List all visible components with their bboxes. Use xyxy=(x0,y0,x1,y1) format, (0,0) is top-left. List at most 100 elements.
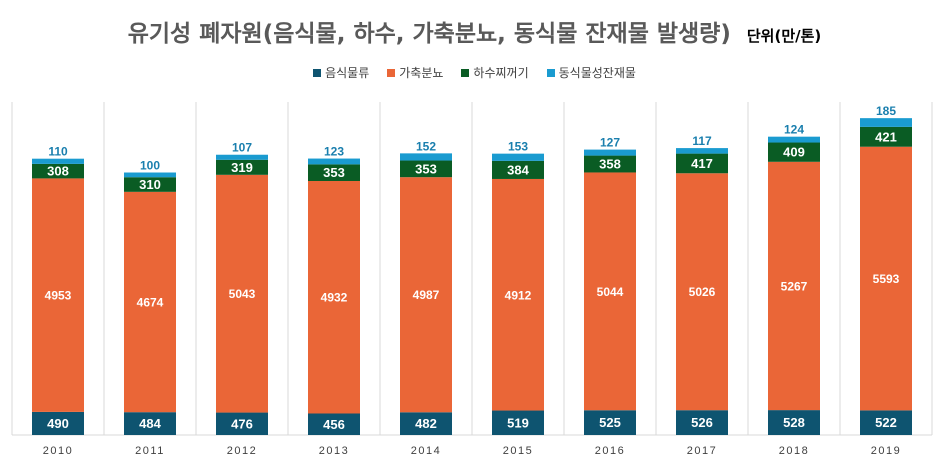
bar-segment xyxy=(768,161,820,411)
data-label: 4953 xyxy=(45,289,72,303)
x-tick-label: 2019 xyxy=(871,445,901,457)
bar-segment xyxy=(400,160,452,178)
bar-segment xyxy=(124,172,176,178)
bar-segment xyxy=(860,410,912,435)
bar-segment xyxy=(492,410,544,435)
data-label: 4987 xyxy=(413,288,440,302)
bar-segment xyxy=(768,142,820,162)
chart-title: 유기성 폐자원(음식물, 하수, 가축분뇨, 동식물 잔재물 발생량) xyxy=(127,21,731,47)
data-label: 110 xyxy=(48,145,68,159)
data-label: 490 xyxy=(47,416,69,431)
data-label: 117 xyxy=(692,134,712,148)
legend-label: 하수찌꺼기 xyxy=(473,66,529,80)
data-label: 153 xyxy=(508,140,528,154)
data-label: 308 xyxy=(47,164,69,179)
bar-segment xyxy=(860,126,912,147)
bar-segment xyxy=(400,153,452,161)
data-label: 4932 xyxy=(321,291,348,305)
data-label: 353 xyxy=(415,161,437,176)
bar-segment xyxy=(32,163,84,179)
bar-segment xyxy=(308,164,360,181)
legend-item-residue: 동식물성잔재물 xyxy=(546,64,636,81)
bar-segment xyxy=(860,146,912,411)
data-label: 421 xyxy=(875,129,897,144)
legend-swatch xyxy=(313,68,322,77)
bar-segment xyxy=(400,177,452,413)
bar-segment xyxy=(308,158,360,165)
data-label: 353 xyxy=(323,165,345,180)
x-tick-label: 2011 xyxy=(135,445,165,457)
x-tick-label: 2010 xyxy=(43,445,73,457)
bar-segment xyxy=(32,158,84,164)
data-label: 5026 xyxy=(689,285,716,299)
bar-segment xyxy=(308,413,360,435)
bar-segment xyxy=(492,160,544,179)
bar-segment xyxy=(216,154,268,160)
data-label: 127 xyxy=(600,136,620,150)
data-label: 482 xyxy=(415,416,437,431)
data-label: 476 xyxy=(231,416,253,431)
legend-swatch xyxy=(387,68,396,77)
bar-segment xyxy=(308,180,360,414)
bar-segment xyxy=(216,412,268,435)
data-label: 484 xyxy=(139,416,161,431)
bar-segment xyxy=(400,412,452,435)
bar-segment xyxy=(584,149,636,156)
data-label: 319 xyxy=(231,160,253,175)
bar-segment xyxy=(216,174,268,413)
data-label: 124 xyxy=(784,123,804,137)
bar-segment xyxy=(32,178,84,412)
x-tick-label: 2012 xyxy=(227,445,257,457)
legend-item-food: 음식물류 xyxy=(313,64,369,81)
data-label: 522 xyxy=(875,415,897,430)
data-label: 409 xyxy=(783,145,805,160)
data-label: 519 xyxy=(507,415,529,430)
bar-segment xyxy=(216,159,268,175)
data-label: 358 xyxy=(599,157,621,172)
bar-segment xyxy=(676,173,728,411)
bar-segment xyxy=(676,153,728,174)
x-tick-label: 2017 xyxy=(687,445,717,457)
x-tick-label: 2015 xyxy=(503,445,533,457)
data-label: 417 xyxy=(691,156,713,171)
legend-label: 가축분뇨 xyxy=(399,66,444,80)
bar-segment xyxy=(768,410,820,435)
legend-item-sludge: 하수찌꺼기 xyxy=(461,64,529,81)
data-label: 4912 xyxy=(505,288,532,302)
data-label: 456 xyxy=(323,417,345,432)
legend-item-livestock: 가축분뇨 xyxy=(387,64,443,81)
data-label: 107 xyxy=(232,141,252,155)
data-label: 5593 xyxy=(873,272,900,286)
x-tick-label: 2018 xyxy=(779,445,809,457)
bar-segment xyxy=(676,410,728,435)
bar-segment xyxy=(32,411,84,435)
data-label: 5044 xyxy=(597,285,624,299)
data-label: 5043 xyxy=(229,287,256,301)
data-label: 528 xyxy=(783,415,805,430)
bar-segment xyxy=(492,153,544,161)
data-label: 152 xyxy=(416,139,436,153)
data-label: 5267 xyxy=(781,279,808,293)
data-label: 310 xyxy=(139,177,161,192)
bar-segment xyxy=(124,191,176,413)
bar-segment xyxy=(584,410,636,435)
unit-label: 단위(만/톤) xyxy=(746,27,822,45)
legend-swatch xyxy=(546,68,555,77)
data-label: 384 xyxy=(507,162,529,177)
chart-header: 유기성 폐자원(음식물, 하수, 가축분뇨, 동식물 잔재물 발생량) 단위(만… xyxy=(0,14,949,48)
legend-label: 음식물류 xyxy=(325,66,370,80)
data-label: 526 xyxy=(691,415,713,430)
data-label: 100 xyxy=(140,159,160,173)
legend-swatch xyxy=(461,68,470,77)
bar-segment xyxy=(492,178,544,411)
bar-segment xyxy=(584,155,636,173)
x-tick-label: 2013 xyxy=(319,445,349,457)
bar-segment xyxy=(676,148,728,154)
bar-segment xyxy=(860,118,912,127)
data-label: 123 xyxy=(324,145,344,159)
legend-label: 동식물성잔재물 xyxy=(558,66,636,80)
bar-segment xyxy=(768,136,820,143)
bar-segment xyxy=(584,172,636,411)
